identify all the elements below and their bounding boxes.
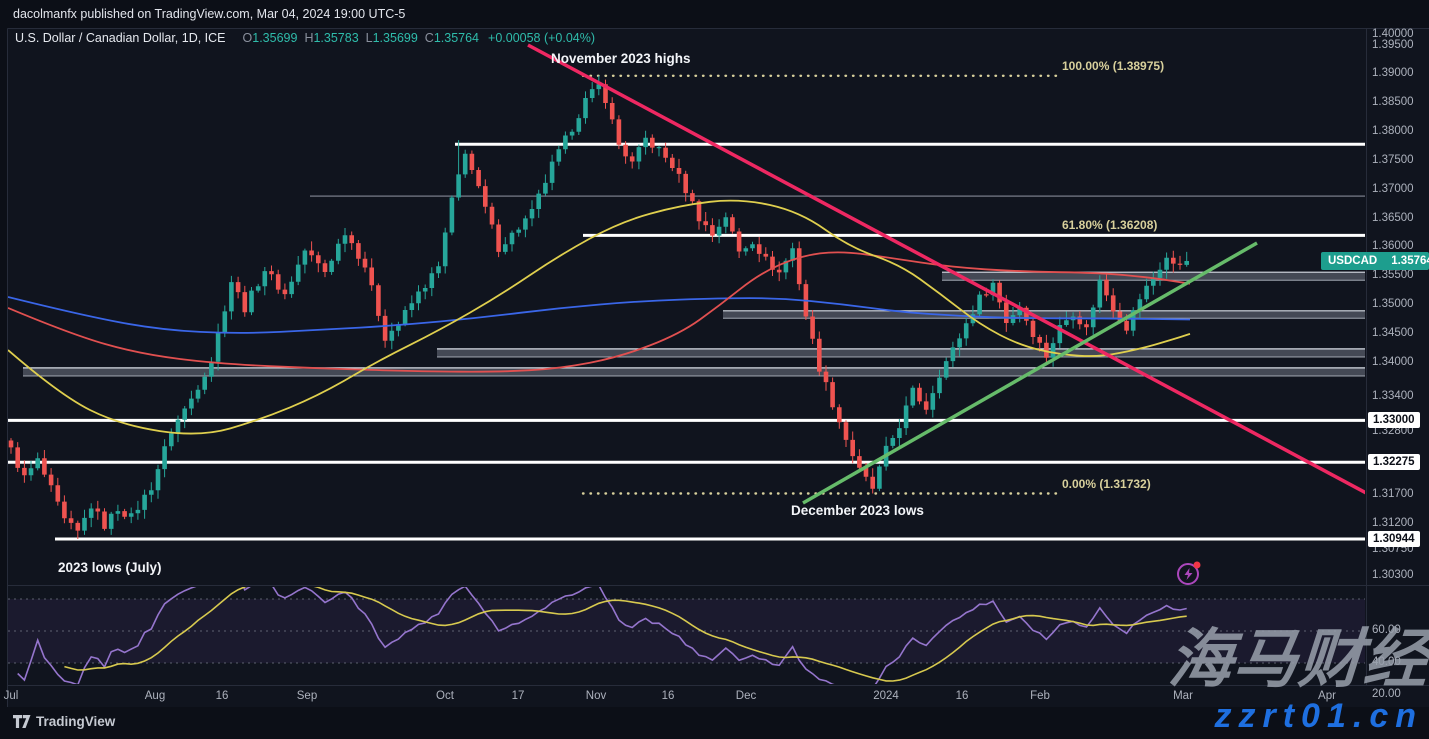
tradingview-logo-icon xyxy=(13,714,31,728)
ma-line-mid-red[interactable] xyxy=(8,251,1191,373)
fib-level-label: 61.80% (1.36208) xyxy=(1062,218,1158,233)
rsi-scale-label: 20.00 xyxy=(1372,688,1401,700)
price-tick: 1.30300 xyxy=(1372,569,1414,582)
main-pane[interactable] xyxy=(8,43,1368,541)
ohlc-value: 1.35783 xyxy=(313,31,359,45)
price-tick: 1.36000 xyxy=(1372,240,1414,253)
price-line-badge: 1.32275 xyxy=(1368,454,1420,471)
bearish-trendline[interactable] xyxy=(527,43,1368,495)
price-line-badge: 1.30944 xyxy=(1368,530,1420,547)
publish-info-text: dacolmanfx published on TradingView.com,… xyxy=(13,7,406,21)
tradingview-logo-text: TradingView xyxy=(36,714,116,729)
ohlc-value: 1.35764 xyxy=(433,31,480,45)
ohlc-value: 1.35699 xyxy=(372,31,418,45)
flash-ideas-icon[interactable] xyxy=(1175,559,1203,587)
tradingview-logo[interactable]: TradingView xyxy=(13,714,115,729)
time-label: Aug xyxy=(144,690,166,702)
price-tick: 1.34000 xyxy=(1372,355,1414,368)
rsi-pane[interactable] xyxy=(8,573,1365,688)
fib-level-label: 100.00% (1.38975) xyxy=(1062,58,1165,73)
rsi-ma-line xyxy=(64,587,1187,682)
price-tick: 1.39000 xyxy=(1372,67,1414,80)
price-zone xyxy=(723,310,1365,319)
badge-price: 1.35764 xyxy=(1391,255,1429,267)
price-tick: 1.38500 xyxy=(1372,96,1414,109)
ohlc-values: O1.35699 H1.35783 L1.35699 C1.35764 xyxy=(236,31,480,45)
ma-line-fast-yellow[interactable] xyxy=(8,199,1191,435)
price-tick: 1.36500 xyxy=(1372,211,1414,224)
footer-bar: TradingView xyxy=(0,707,1429,739)
time-label: 16 xyxy=(215,690,229,702)
time-label: 17 xyxy=(511,690,525,702)
fib-level-label: 0.00% (1.31732) xyxy=(1062,476,1151,491)
price-tick: 1.34500 xyxy=(1372,326,1414,339)
ohlc-value: 1.35699 xyxy=(252,31,298,45)
time-label: 16 xyxy=(661,690,675,702)
rsi-scale-label: 40.00 xyxy=(1372,656,1401,668)
price-zone xyxy=(437,348,1365,357)
time-label: Feb xyxy=(1030,690,1050,702)
time-label: Apr xyxy=(1318,690,1336,702)
time-label: 16 xyxy=(955,690,969,702)
bullish-trendline[interactable] xyxy=(802,241,1258,505)
annotation-july-lows: 2023 lows (July) xyxy=(58,560,162,575)
price-line-badge: 1.33000 xyxy=(1368,412,1420,429)
time-label: 2024 xyxy=(873,690,899,702)
price-zone xyxy=(23,367,1365,376)
ohlc-key: O xyxy=(242,31,253,45)
price-tick: 1.40000 xyxy=(1372,28,1414,40)
watermark-brand-text: 海马财经 xyxy=(1166,623,1429,695)
annotation-november-highs: November 2023 highs xyxy=(551,51,691,66)
price-tick: 1.33400 xyxy=(1372,390,1414,403)
price-tick: 1.31700 xyxy=(1372,488,1414,501)
price-tick: 1.31200 xyxy=(1372,517,1414,530)
publish-info-bar: dacolmanfx published on TradingView.com,… xyxy=(0,0,1429,28)
down-candle-bodies xyxy=(8,84,1183,531)
time-label: Dec xyxy=(735,690,757,702)
badge-symbol: USDCAD xyxy=(1328,255,1378,267)
price-tick: 1.37500 xyxy=(1372,153,1414,166)
watermark-url-text: zzrt01.cn xyxy=(1214,697,1423,735)
ohlc-key: L xyxy=(365,31,373,45)
rsi-scale-label: 60.00 xyxy=(1372,624,1401,636)
annotation-december-lows: December 2023 lows xyxy=(791,503,924,518)
ohlc-key: H xyxy=(304,31,314,45)
price-tick: 1.35000 xyxy=(1372,298,1414,311)
rsi-line xyxy=(17,587,1187,684)
price-tick: 1.38000 xyxy=(1372,125,1414,138)
time-label: Nov xyxy=(585,690,607,702)
price-tick: 1.37000 xyxy=(1372,182,1414,195)
last-price-badge: USDCAD 1.35764 xyxy=(1321,252,1429,270)
time-label: Mar xyxy=(1173,690,1193,702)
price-tick: 1.39500 xyxy=(1372,38,1414,51)
change-value: +0.00058 (+0.04%) xyxy=(488,31,596,45)
time-label: Sep xyxy=(296,690,318,702)
ohlc-key: C xyxy=(424,31,434,45)
time-label: Oct xyxy=(436,690,454,702)
symbol-title: U.S. Dollar / Canadian Dollar, 1D, ICE xyxy=(15,31,226,45)
symbol-legend: U.S. Dollar / Canadian Dollar, 1D, ICE O1… xyxy=(15,31,595,45)
price-tick: 1.35500 xyxy=(1372,269,1414,282)
time-label: Jul xyxy=(3,690,19,702)
